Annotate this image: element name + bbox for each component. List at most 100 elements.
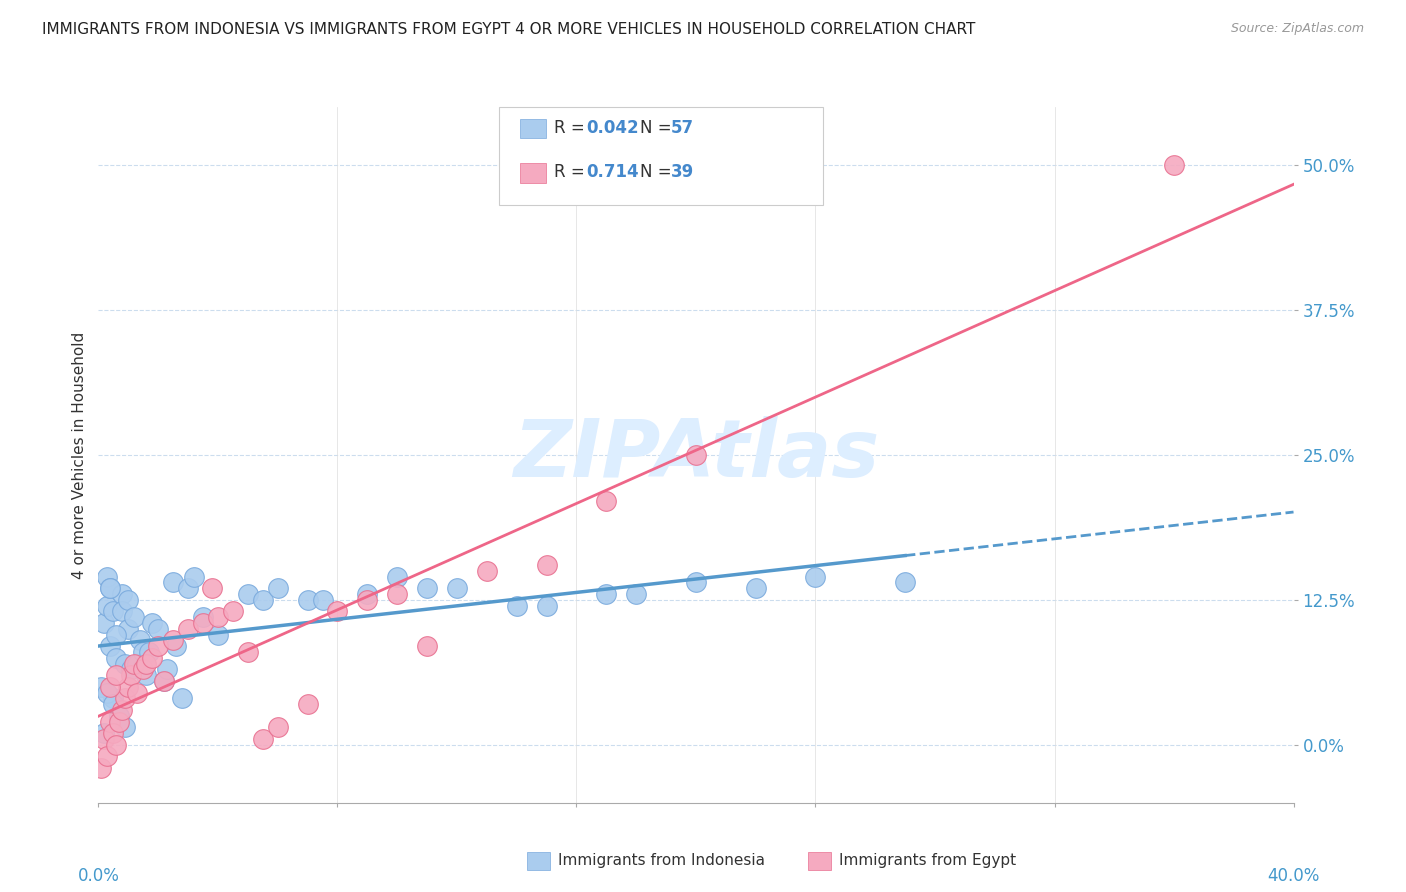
Point [127, 657, 149, 671]
Text: 0.714: 0.714 [586, 163, 638, 181]
Point [114, 691, 136, 706]
Point [595, 587, 617, 601]
Point [595, 494, 617, 508]
Point [252, 731, 274, 746]
Point [236, 645, 259, 659]
Point [138, 645, 160, 659]
Point [103, 698, 125, 712]
Point [236, 587, 259, 601]
Point [98, 714, 122, 729]
Point [103, 691, 125, 706]
Point [297, 592, 319, 607]
Y-axis label: 4 or more Vehicles in Household: 4 or more Vehicles in Household [72, 331, 87, 579]
Point [93, 615, 115, 630]
Point [207, 628, 229, 642]
Point [90, 680, 112, 694]
Point [153, 674, 176, 689]
Point [141, 615, 163, 630]
Point [177, 622, 200, 636]
Point [135, 657, 157, 671]
Point [207, 610, 229, 624]
Point [475, 564, 498, 578]
Point [172, 691, 194, 706]
Text: Source: ZipAtlas.com: Source: ZipAtlas.com [1230, 22, 1364, 36]
Point [356, 587, 378, 601]
Point [416, 639, 439, 653]
Point [297, 698, 319, 712]
Point [191, 610, 214, 624]
Text: N =: N = [640, 119, 676, 136]
Point [148, 622, 170, 636]
Point [124, 610, 146, 624]
Point [177, 582, 200, 596]
Point [127, 685, 149, 699]
Text: IMMIGRANTS FROM INDONESIA VS IMMIGRANTS FROM EGYPT 4 OR MORE VEHICLES IN HOUSEHO: IMMIGRANTS FROM INDONESIA VS IMMIGRANTS … [42, 22, 976, 37]
Point [446, 582, 468, 596]
Point [117, 622, 139, 636]
Point [141, 651, 163, 665]
Point [385, 570, 409, 584]
Point [745, 582, 768, 596]
Point [506, 599, 529, 613]
Point [114, 657, 136, 671]
Point [222, 605, 245, 619]
Point [267, 721, 290, 735]
Point [132, 645, 155, 659]
Point [153, 674, 176, 689]
Point [111, 605, 134, 619]
Text: Immigrants from Indonesia: Immigrants from Indonesia [558, 854, 765, 868]
Point [96, 599, 118, 613]
Text: 39: 39 [671, 163, 695, 181]
Point [96, 570, 118, 584]
Point [685, 448, 707, 462]
Point [98, 680, 122, 694]
Point [326, 605, 349, 619]
Point [90, 761, 112, 775]
Text: R =: R = [554, 119, 591, 136]
Point [98, 582, 122, 596]
Point [117, 592, 139, 607]
Point [120, 668, 142, 682]
Point [624, 587, 647, 601]
Point [111, 703, 134, 717]
Point [103, 726, 125, 740]
Text: 57: 57 [671, 119, 693, 136]
Point [105, 628, 128, 642]
Point [165, 639, 187, 653]
Point [96, 685, 118, 699]
Point [252, 592, 274, 607]
Point [96, 749, 118, 764]
Point [356, 592, 378, 607]
Point [183, 570, 205, 584]
Point [191, 615, 214, 630]
Point [93, 731, 115, 746]
Point [148, 639, 170, 653]
Point [98, 639, 122, 653]
Point [108, 714, 131, 729]
Point [156, 662, 179, 676]
Point [114, 721, 136, 735]
Point [894, 575, 917, 590]
Point [93, 726, 115, 740]
Point [111, 587, 134, 601]
Point [117, 680, 139, 694]
Point [162, 575, 184, 590]
Point [132, 662, 155, 676]
Point [162, 633, 184, 648]
Point [129, 633, 152, 648]
Point [416, 582, 439, 596]
Point [105, 651, 128, 665]
Point [108, 708, 131, 723]
Point [311, 592, 333, 607]
Point [103, 605, 125, 619]
Point [135, 668, 157, 682]
Point [108, 708, 131, 723]
Text: Immigrants from Egypt: Immigrants from Egypt [839, 854, 1017, 868]
Point [804, 570, 827, 584]
Point [267, 582, 290, 596]
Text: 40.0%: 40.0% [1267, 867, 1320, 885]
Text: R =: R = [554, 163, 591, 181]
Text: N =: N = [640, 163, 676, 181]
Point [98, 582, 122, 596]
Point [120, 662, 142, 676]
